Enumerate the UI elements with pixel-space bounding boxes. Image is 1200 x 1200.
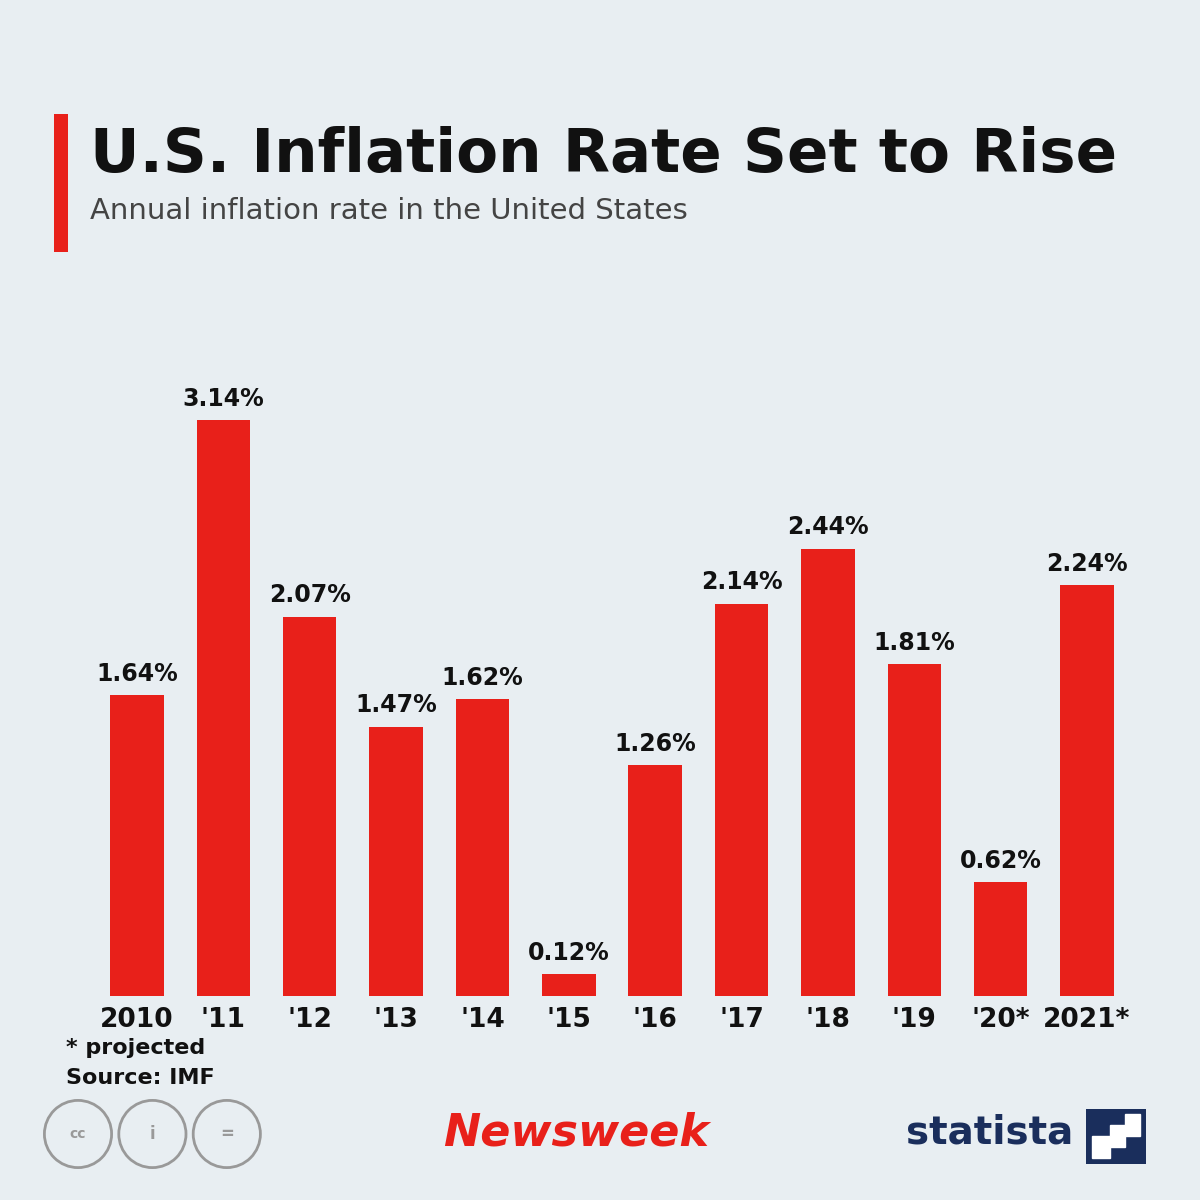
Bar [542, 974, 595, 996]
Text: i: i [150, 1126, 155, 1142]
Text: Newsweek: Newsweek [443, 1111, 709, 1154]
Text: 2.14%: 2.14% [701, 570, 782, 594]
Text: 0.62%: 0.62% [960, 850, 1042, 874]
Text: 1.62%: 1.62% [442, 666, 523, 690]
Text: * projected: * projected [66, 1038, 205, 1058]
Text: Annual inflation rate in the United States: Annual inflation rate in the United Stat… [90, 197, 688, 224]
Text: 2.44%: 2.44% [787, 516, 869, 540]
Text: 3.14%: 3.14% [182, 388, 264, 412]
Text: statista: statista [906, 1114, 1073, 1152]
Bar [456, 698, 509, 996]
Text: 1.64%: 1.64% [96, 662, 178, 686]
Bar [629, 766, 682, 996]
Text: =: = [220, 1126, 234, 1142]
Text: 2.24%: 2.24% [1046, 552, 1128, 576]
Text: U.S. Inflation Rate Set to Rise: U.S. Inflation Rate Set to Rise [90, 126, 1117, 185]
Bar [974, 882, 1027, 996]
Text: 0.12%: 0.12% [528, 941, 610, 965]
Bar [802, 548, 854, 996]
Bar [197, 420, 250, 996]
Polygon shape [1092, 1115, 1140, 1158]
Bar [715, 604, 768, 996]
Bar [1061, 586, 1114, 996]
Text: 2.07%: 2.07% [269, 583, 350, 607]
Bar [283, 617, 336, 996]
Text: 1.47%: 1.47% [355, 694, 437, 718]
Text: Source: IMF: Source: IMF [66, 1068, 215, 1088]
Bar [370, 726, 422, 996]
Text: 1.26%: 1.26% [614, 732, 696, 756]
Bar [110, 695, 163, 996]
Bar [888, 664, 941, 996]
Text: 1.81%: 1.81% [874, 631, 955, 655]
Text: cc: cc [70, 1127, 86, 1141]
